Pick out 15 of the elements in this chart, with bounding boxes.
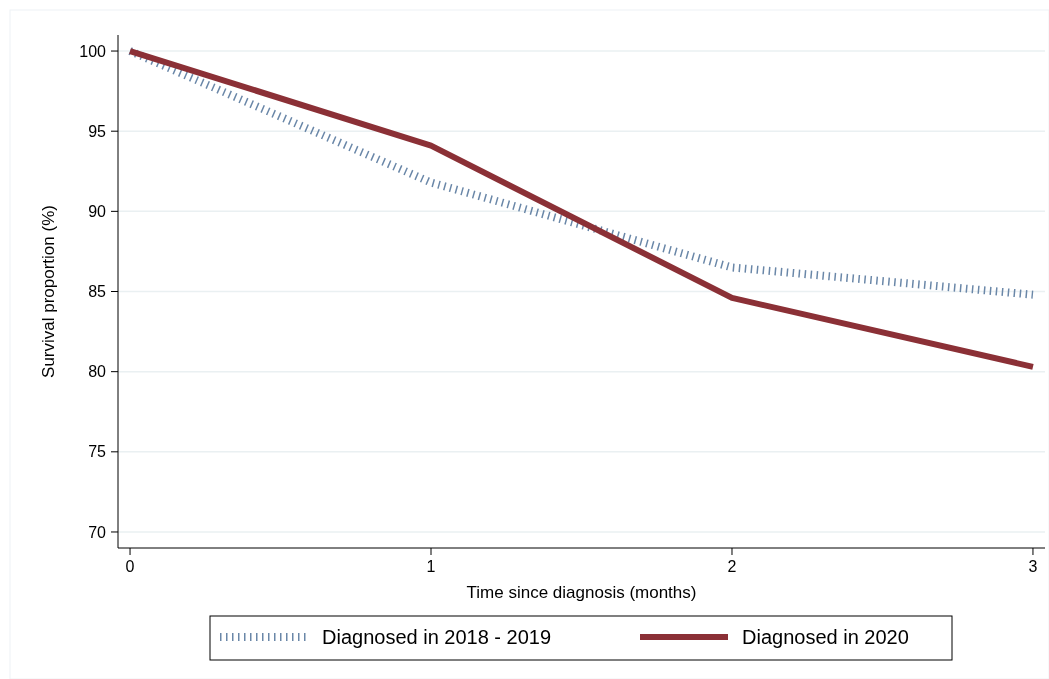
x-tick-label: 0 [125,558,135,575]
y-tick-label: 100 [79,42,107,60]
legend-label: Diagnosed in 2020 [742,626,909,648]
y-tick-label: 90 [88,202,107,220]
x-tick-label: 1 [426,558,436,575]
y-tick-label: 85 [88,283,107,301]
y-axis-title: Survival proportion (%) [39,205,58,378]
x-tick-label: 2 [727,558,737,575]
y-tick-label: 70 [88,523,107,541]
x-tick-label: 3 [1028,558,1038,575]
y-tick-label: 80 [88,363,107,381]
legend-label: Diagnosed in 2018 - 2019 [322,626,552,648]
x-axis-title: Time since diagnosis (months) [466,583,697,602]
y-tick-label: 95 [88,122,107,140]
y-tick-label: 75 [88,443,107,461]
